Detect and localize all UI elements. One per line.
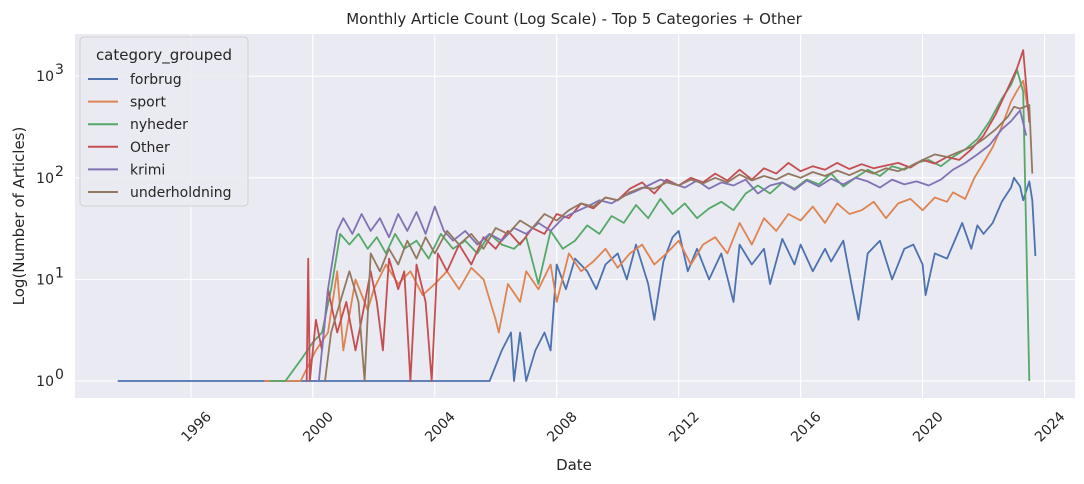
legend-box (79, 36, 249, 207)
legend-entry: Other (130, 140, 170, 156)
y-tick-exponent: 2 (55, 164, 64, 180)
legend-items: forbrug sport nyheder Other krimi underholdni… (88, 72, 232, 201)
y-tick-label: 10 (36, 374, 54, 390)
legend-entry: underholdning (130, 185, 232, 201)
series-layer (117, 49, 1037, 382)
legend-title: category_grouped (96, 46, 232, 65)
y-tick-label: 10 (36, 69, 54, 85)
legend-entry: sport (130, 95, 167, 111)
legend-entry: forbrug (130, 72, 182, 88)
legend-entry: krimi (130, 162, 165, 178)
legend: category_grouped forbrug sport nyheder Othe… (79, 36, 249, 207)
x-axis-label: Date (556, 456, 592, 474)
y-tick-label: 10 (36, 171, 54, 187)
y-axis-label: Log(Number of Articles) (10, 127, 28, 306)
series-line-forbrug (117, 176, 1037, 382)
legend-entry: nyheder (130, 117, 188, 133)
series-line-underholdning (324, 104, 1034, 382)
y-tick-exponent: 1 (55, 265, 64, 281)
y-tick-exponent: 3 (55, 62, 64, 78)
y-tick-exponent: 0 (55, 367, 64, 383)
chart-title: Monthly Article Count (Log Scale) - Top … (346, 10, 802, 28)
y-tick-label: 10 (36, 272, 54, 288)
series-line-krimi (318, 109, 1028, 382)
grid-lines (75, 34, 1075, 398)
